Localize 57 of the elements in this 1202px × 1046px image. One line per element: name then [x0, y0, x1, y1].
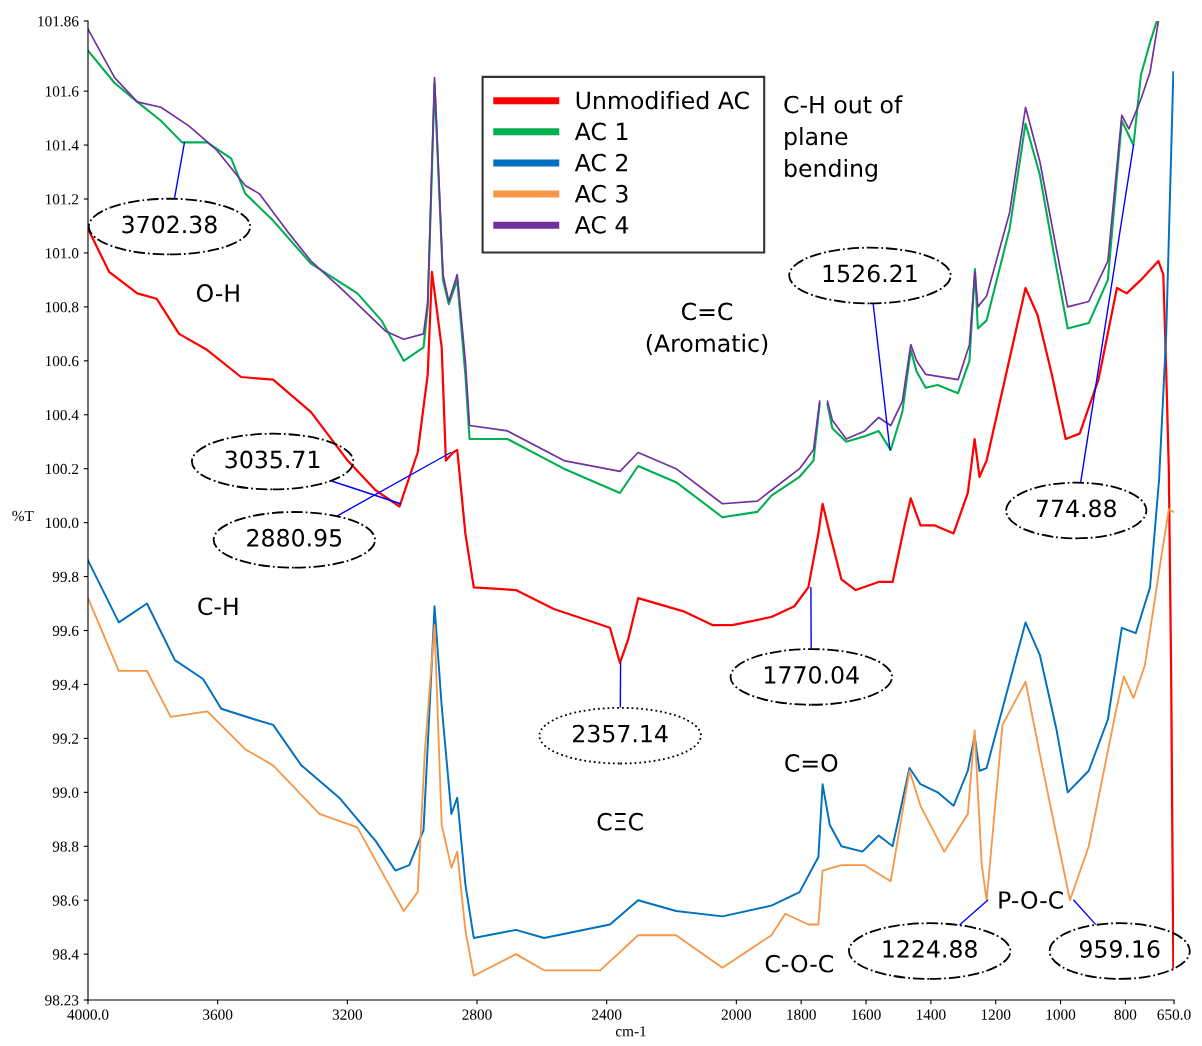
y-tick-label: 98.4 — [52, 949, 79, 960]
annotation: P-O-C — [999, 891, 1063, 909]
x-tick-label: 1400 — [916, 1009, 946, 1020]
y-tick-label: 100.0 — [45, 517, 79, 529]
y-tick-label: 99.6 — [52, 625, 79, 637]
x-tick-label: 2400 — [592, 1009, 622, 1020]
legend-label: AC 1 — [574, 122, 628, 141]
x-axis-title: cm-1 — [615, 1026, 646, 1037]
y-tick-label: 98.23 — [45, 995, 79, 1006]
legend-label: AC 3 — [574, 184, 628, 203]
y-tick-label: 101.0 — [45, 248, 79, 259]
annotation: O-H — [196, 284, 239, 302]
y-tick-label: 99.8 — [52, 571, 79, 583]
y-axis-title: %T — [12, 510, 34, 522]
x-tick-label: 4000.0 — [67, 1009, 109, 1020]
y-tick-label: 98.8 — [52, 841, 79, 852]
line-series — [88, 71, 1174, 939]
legend-label: Unmodified AC — [576, 91, 749, 110]
annotation: 1224.88 — [883, 940, 977, 958]
legend-label: AC 4 — [574, 215, 629, 234]
x-tick-label: 1800 — [787, 1009, 816, 1020]
annotation: C-O-C — [765, 954, 833, 973]
y-tick-label: 99.4 — [52, 679, 79, 690]
annotation: 1526.21 — [823, 264, 917, 283]
annotation: C=O — [785, 754, 838, 772]
x-tick-label: 1600 — [852, 1009, 881, 1020]
annotation: 774.88 — [1036, 499, 1116, 518]
y-tick-label: 99.0 — [52, 787, 79, 798]
x-tick-label: 650.0 — [1157, 1009, 1191, 1020]
y-tick-label: 100.4 — [45, 409, 79, 421]
annotation: C-H out of plane bending — [784, 95, 903, 182]
annotation: 3035.71 — [225, 450, 320, 469]
annotation: 959.16 — [1079, 940, 1160, 958]
x-tick-label: 3600 — [203, 1009, 233, 1020]
x-tick-label: 1200 — [981, 1009, 1011, 1020]
y-tick-label: 101.2 — [45, 194, 79, 205]
x-tick-label: 1000 — [1046, 1009, 1076, 1020]
x-tick-label: 2800 — [462, 1009, 492, 1020]
legend-label: AC 2 — [574, 153, 628, 172]
annotation: CΞC — [597, 812, 643, 831]
y-tick-label: 100.8 — [45, 302, 79, 313]
y-tick-label: 100.6 — [45, 355, 79, 367]
y-tick-label: 101.4 — [45, 140, 79, 151]
y-tick-label: 100.2 — [45, 463, 79, 475]
y-tick-label: 101.86 — [38, 16, 79, 27]
annotation: C-H — [198, 597, 238, 616]
annotation: 2357.14 — [573, 724, 668, 743]
annotation: 3702.38 — [122, 215, 217, 234]
x-tick-label: 2000 — [721, 1009, 752, 1020]
y-tick-label: 98.6 — [52, 895, 79, 906]
x-tick-label: 800 — [1114, 1009, 1137, 1020]
y-tick-label: 99.2 — [52, 733, 79, 744]
annotation: C=C (Aromatic) — [646, 302, 768, 355]
y-tick-label: 101.6 — [45, 86, 79, 97]
annotation: 2880.95 — [247, 528, 342, 547]
x-tick-label: 3200 — [332, 1009, 363, 1020]
annotation: 1770.04 — [765, 665, 859, 684]
